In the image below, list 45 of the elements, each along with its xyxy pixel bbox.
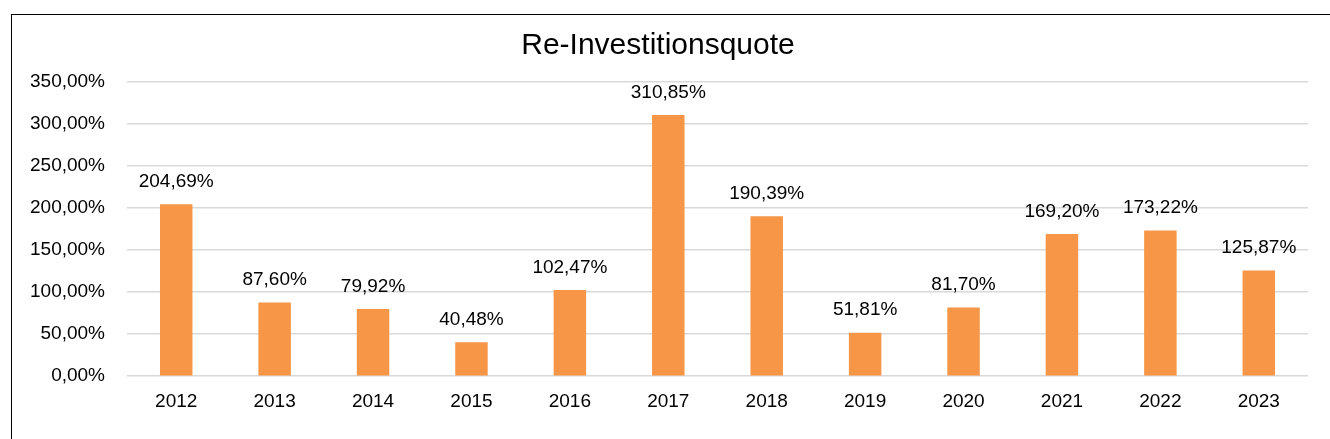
data-label: 190,39%: [729, 181, 805, 203]
bar: [1242, 270, 1276, 376]
bar: [1045, 233, 1079, 376]
bar: [455, 342, 488, 376]
x-tick-label: 2022: [1139, 389, 1182, 411]
x-tick-label: 2020: [942, 389, 985, 411]
bar: [652, 114, 685, 376]
bar: [848, 332, 882, 376]
data-label: 102,47%: [532, 255, 608, 277]
x-tick-label: 2019: [843, 389, 887, 411]
x-tick-label: 2013: [253, 389, 296, 411]
data-label: 310,85%: [630, 80, 706, 102]
data-label: 125,87%: [1221, 236, 1297, 258]
data-label: 87,60%: [242, 268, 307, 290]
x-tick-label: 2021: [1040, 389, 1084, 411]
data-label: 173,22%: [1122, 196, 1198, 218]
bar: [750, 216, 783, 376]
x-tick-label: 2017: [647, 389, 690, 411]
y-tick-label: 0,00%: [51, 364, 106, 386]
x-tick-label: 2018: [745, 389, 788, 411]
data-label: 169,20%: [1024, 199, 1100, 221]
y-tick-label: 200,00%: [29, 196, 106, 218]
x-tick-label: 2012: [155, 389, 198, 411]
bar: [258, 302, 291, 376]
y-tick-label: 300,00%: [29, 112, 106, 134]
y-tick-label: 150,00%: [29, 238, 106, 260]
bar: [356, 309, 390, 376]
bar: [159, 204, 193, 376]
y-tick-label: 250,00%: [29, 154, 106, 176]
bar: [553, 290, 587, 376]
y-tick-label: 100,00%: [29, 280, 106, 302]
data-label: 51,81%: [832, 298, 898, 320]
x-tick-label: 2014: [351, 389, 395, 411]
x-tick-label: 2023: [1237, 389, 1280, 411]
data-label: 79,92%: [340, 274, 406, 296]
y-tick-label: 50,00%: [40, 322, 106, 344]
x-tick-label: 2015: [450, 389, 493, 411]
chart-title: Re-Investitionsquote: [521, 27, 795, 61]
bar: [947, 307, 980, 376]
y-tick-label: 350,00%: [29, 70, 106, 92]
data-label: 81,70%: [931, 273, 996, 295]
bar: [1144, 230, 1177, 376]
data-label: 204,69%: [138, 169, 214, 191]
data-label: 40,48%: [439, 307, 504, 329]
x-tick-label: 2016: [548, 389, 592, 411]
